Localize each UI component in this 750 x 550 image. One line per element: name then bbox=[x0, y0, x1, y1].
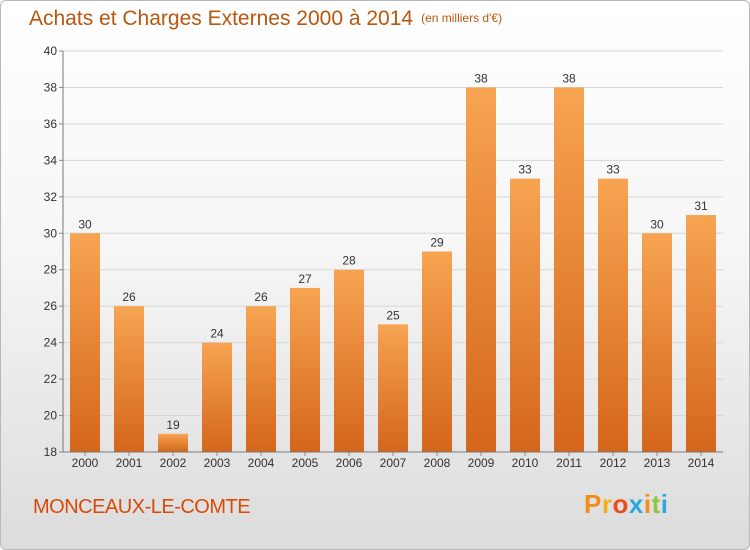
bar-2006 bbox=[334, 269, 364, 452]
y-tick-label: 36 bbox=[44, 117, 58, 131]
logo-letter: x bbox=[628, 489, 644, 519]
bar-2014 bbox=[686, 215, 716, 452]
x-tick-label: 2006 bbox=[336, 456, 363, 470]
y-tick-label: 26 bbox=[44, 299, 58, 313]
bar-2005 bbox=[290, 287, 320, 452]
x-tick-label: 2007 bbox=[380, 456, 407, 470]
bar-2001 bbox=[114, 306, 144, 452]
bar-2003 bbox=[202, 342, 232, 452]
bar-2012 bbox=[598, 178, 628, 452]
logo-letter: i bbox=[643, 489, 652, 519]
bar-value-label: 27 bbox=[298, 272, 312, 286]
bar-2010 bbox=[510, 178, 540, 452]
y-tick-label: 34 bbox=[44, 153, 58, 167]
x-tick-label: 2003 bbox=[204, 456, 231, 470]
y-tick-label: 32 bbox=[44, 190, 58, 204]
x-tick-label: 2004 bbox=[248, 456, 275, 470]
bar-2011 bbox=[554, 87, 584, 453]
bar-value-label: 26 bbox=[122, 290, 136, 304]
x-tick-label: 2005 bbox=[292, 456, 319, 470]
logo-letter: P bbox=[584, 489, 602, 519]
bar-2007 bbox=[378, 324, 408, 452]
bar-value-label: 30 bbox=[650, 217, 664, 231]
y-tick-label: 22 bbox=[44, 372, 58, 386]
x-tick-label: 2000 bbox=[72, 456, 99, 470]
x-tick-label: 2002 bbox=[160, 456, 187, 470]
bar-value-label: 28 bbox=[342, 254, 356, 268]
x-tick-label: 2009 bbox=[468, 456, 495, 470]
bar-2004 bbox=[246, 306, 276, 452]
bar-value-label: 29 bbox=[430, 236, 444, 250]
bar-2002 bbox=[158, 433, 188, 452]
chart-title: Achats et Charges Externes 2000 à 2014 (e… bbox=[29, 7, 502, 31]
bar-value-label: 19 bbox=[166, 418, 180, 432]
bar-2013 bbox=[642, 233, 672, 452]
bar-value-label: 26 bbox=[254, 290, 268, 304]
y-tick-label: 24 bbox=[44, 336, 58, 350]
bar-value-label: 38 bbox=[474, 71, 488, 85]
bar-value-label: 33 bbox=[606, 163, 620, 177]
bar-value-label: 31 bbox=[694, 199, 708, 213]
commune-name: MONCEAUX-LE-COMTE bbox=[33, 496, 251, 518]
x-tick-label: 2012 bbox=[600, 456, 627, 470]
proxiti-logo: Proxiti bbox=[584, 489, 668, 520]
x-tick-label: 2001 bbox=[116, 456, 143, 470]
y-tick-label: 30 bbox=[44, 226, 58, 240]
chart-unit: (en milliers d'€) bbox=[421, 11, 503, 25]
bar-value-label: 30 bbox=[78, 217, 92, 231]
bar-value-label: 25 bbox=[386, 308, 400, 322]
bar-value-label: 24 bbox=[210, 327, 224, 341]
axes: 18 20 22 24 26 28 30 32 34 36 38 40 2000 2001 2002 2003… bbox=[44, 44, 723, 470]
logo-letter: t bbox=[651, 489, 661, 519]
bar-2009 bbox=[466, 87, 496, 453]
logo-letter: r bbox=[601, 489, 613, 519]
chart-title-text: Achats et Charges Externes 2000 à 2014 bbox=[29, 7, 414, 30]
y-tick-label: 38 bbox=[44, 80, 58, 94]
logo-letter: i bbox=[660, 489, 669, 519]
x-tick-label: 2014 bbox=[688, 456, 715, 470]
logo-letter: o bbox=[612, 489, 629, 519]
bar-value-label: 38 bbox=[562, 71, 576, 85]
y-tick-label: 20 bbox=[44, 409, 58, 423]
bars: 30 26 19 24 26 27 28 25 29 38 33 38 33 30 31 bbox=[70, 71, 716, 453]
bar-value-label: 33 bbox=[518, 163, 532, 177]
x-tick-label: 2013 bbox=[644, 456, 671, 470]
x-tick-label: 2008 bbox=[424, 456, 451, 470]
y-tick-label: 18 bbox=[44, 445, 58, 459]
x-tick-label: 2011 bbox=[556, 456, 582, 470]
x-tick-label: 2010 bbox=[512, 456, 539, 470]
y-tick-label: 40 bbox=[44, 44, 58, 58]
y-tick-label: 28 bbox=[44, 263, 58, 277]
bar-2000 bbox=[70, 233, 100, 452]
bar-2008 bbox=[422, 251, 452, 452]
